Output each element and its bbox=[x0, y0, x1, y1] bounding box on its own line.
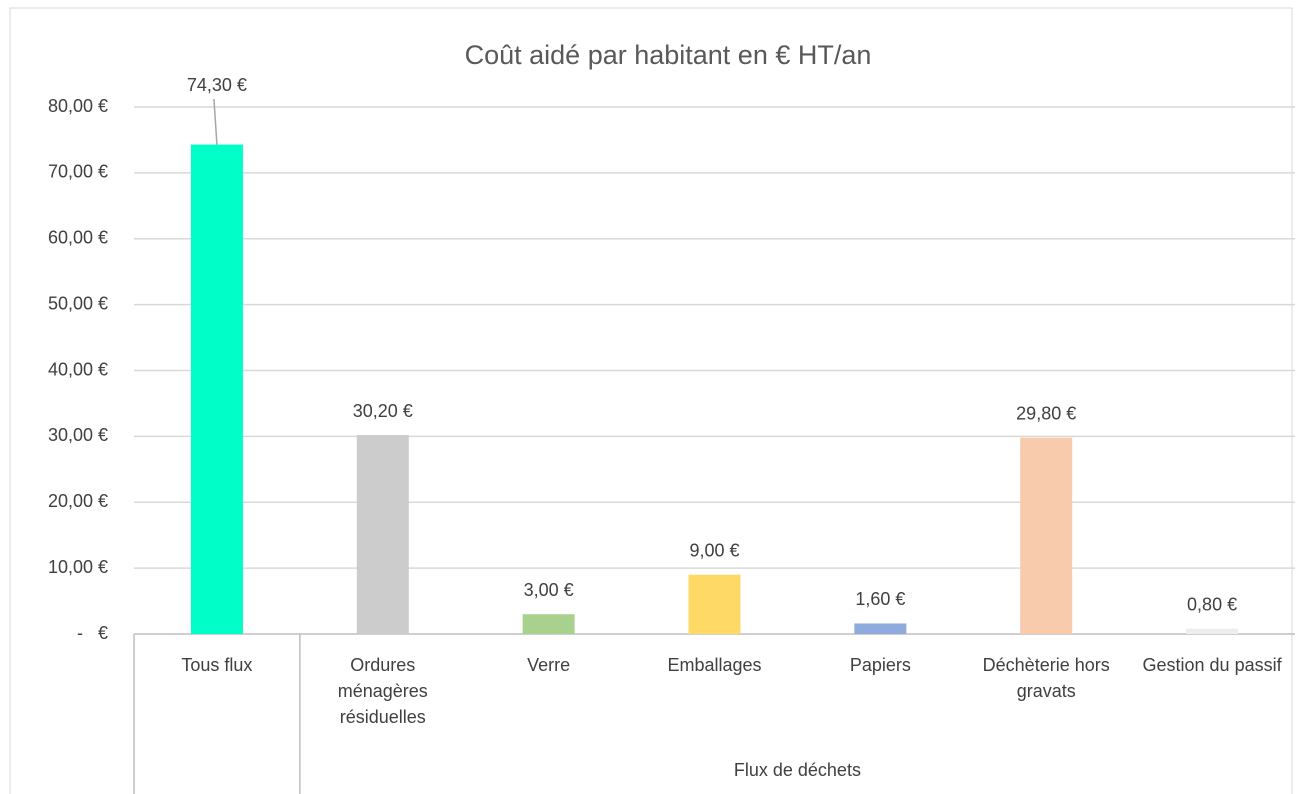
bar bbox=[356, 435, 409, 634]
bar bbox=[854, 623, 907, 634]
value-label: 9,00 € bbox=[689, 540, 739, 560]
y-tick-label: - € bbox=[77, 623, 108, 643]
value-label: 3,00 € bbox=[524, 580, 574, 600]
y-tick-label: 50,00 € bbox=[48, 293, 108, 313]
x-tick-label: Papiers bbox=[849, 655, 911, 675]
x-group-label: Flux de déchets bbox=[734, 760, 861, 780]
bar bbox=[1020, 437, 1073, 634]
value-label: 0,80 € bbox=[1187, 594, 1237, 614]
x-tick-label: Verre bbox=[527, 655, 571, 675]
y-tick-label: 30,00 € bbox=[48, 425, 108, 445]
value-label: 30,20 € bbox=[353, 401, 413, 421]
x-tick-label: Tous flux bbox=[181, 655, 253, 675]
leader-line bbox=[213, 98, 218, 145]
x-tick-label: Déchèterie hors gravats bbox=[982, 655, 1110, 701]
y-tick-label: 60,00 € bbox=[48, 228, 108, 248]
y-tick-label: 10,00 € bbox=[48, 557, 108, 577]
chart-border bbox=[9, 7, 1293, 794]
y-tick-label: 40,00 € bbox=[48, 359, 108, 379]
bar bbox=[190, 144, 243, 634]
value-label: 1,60 € bbox=[855, 589, 905, 609]
bar bbox=[522, 614, 575, 634]
value-label: 29,80 € bbox=[1016, 403, 1076, 423]
value-label: 74,30 € bbox=[187, 75, 247, 95]
bar bbox=[688, 574, 741, 634]
bar bbox=[1186, 628, 1239, 634]
chart-title: Coût aidé par habitant en € HT/an bbox=[465, 40, 872, 70]
y-tick-label: 20,00 € bbox=[48, 491, 108, 511]
x-tick-label: Gestion du passif bbox=[1142, 655, 1282, 675]
x-tick-label: Emballages bbox=[667, 655, 762, 675]
y-tick-label: 70,00 € bbox=[48, 162, 108, 182]
y-tick-label: 80,00 € bbox=[48, 96, 108, 116]
x-tick-label: Ordures ménagères résiduelles bbox=[337, 655, 428, 727]
